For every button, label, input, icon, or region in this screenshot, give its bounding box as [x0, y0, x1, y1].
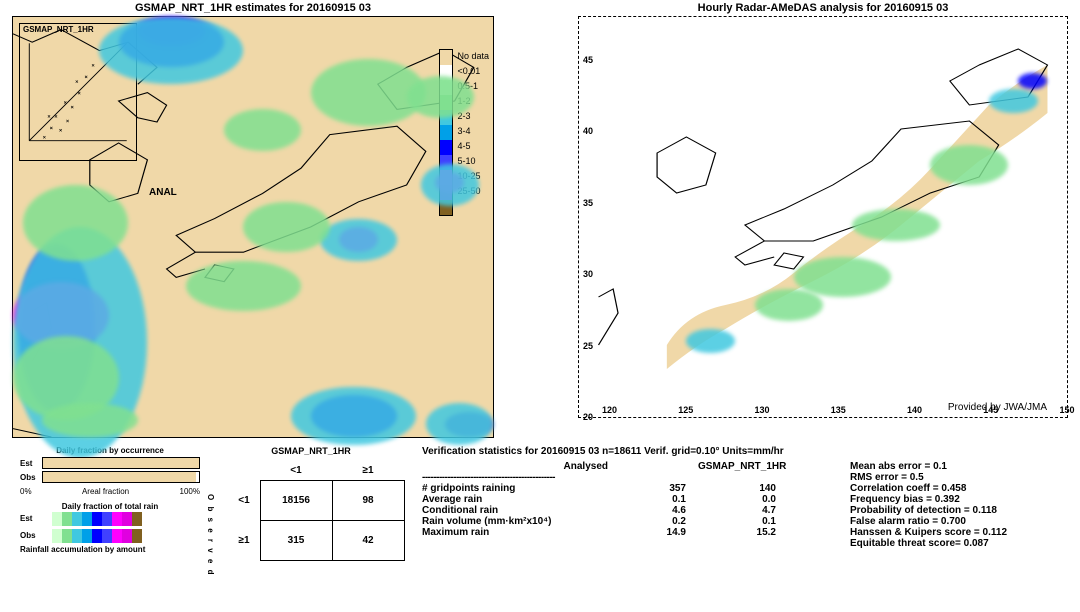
obs-axis-label: O b s e r v e d [206, 494, 215, 576]
ctab-row1: ≥1 [228, 520, 260, 560]
accum-lbl: Rainfall accumulation by amount [20, 545, 200, 554]
ctab-row0: <1 [228, 480, 260, 520]
ctab-c00: 18156 [260, 480, 333, 521]
occ-title: Daily fraction by occurrence [20, 446, 200, 455]
total-rain-title: Daily fraction of total rain [20, 502, 200, 511]
ctab-c01: 98 [332, 480, 405, 521]
right-map: Provided by JWA/JMA 12012513013514014515… [578, 16, 1068, 418]
anal-label: ANAL [149, 187, 177, 198]
left-map: GSMAP_NRT_1HR ANAL [12, 16, 494, 438]
right-map-title: Hourly Radar-AMeDAS analysis for 2016091… [578, 2, 1068, 14]
lbl-est: Est [20, 459, 42, 468]
ctab-title: GSMAP_NRT_1HR [218, 446, 404, 456]
fraction-panel: Daily fraction by occurrence Est Obs 0%A… [20, 446, 200, 560]
stats-panel: Verification statistics for 20160915 03 … [422, 446, 1060, 560]
left-map-title: GSMAP_NRT_1HR estimates for 20160915 03 [12, 2, 494, 14]
ctab-col1: ≥1 [332, 460, 404, 480]
ctab-c10: 315 [260, 520, 333, 561]
stats-title: Verification statistics for 20160915 03 … [422, 446, 1060, 457]
lbl-obs: Obs [20, 473, 42, 482]
ctab-col0: <1 [260, 460, 332, 480]
contingency-table: GSMAP_NRT_1HR O b s e r v e d <1 ≥1 <1 1… [218, 446, 404, 560]
ctab-c11: 42 [332, 520, 405, 561]
